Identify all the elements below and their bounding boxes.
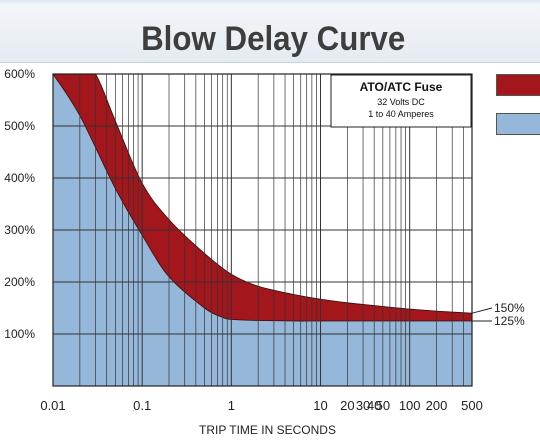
legend-swatch-lower xyxy=(496,113,540,135)
legend-line: 1 to 40 Amperes xyxy=(368,109,434,119)
x-tick-label: 50 xyxy=(376,398,390,413)
top-accent-strip xyxy=(0,0,540,6)
page-title: Blow Delay Curve xyxy=(141,20,406,58)
y-tick-label: 100% xyxy=(4,327,35,341)
legend-swatch-upper xyxy=(496,74,540,96)
reference-label-125: 125% xyxy=(494,314,525,328)
y-tick-label: 500% xyxy=(4,119,35,133)
x-tick-label: 200 xyxy=(426,398,448,413)
x-tick-label: 1 xyxy=(228,398,235,413)
y-tick-label: 400% xyxy=(4,171,35,185)
x-tick-label: 30 xyxy=(356,398,370,413)
x-axis-title: TRIP TIME IN SECONDS xyxy=(199,423,336,437)
legend-title: ATO/ATC Fuse xyxy=(360,80,443,94)
x-tick-label: 0.1 xyxy=(133,398,151,413)
plot-frame xyxy=(52,73,473,387)
title-bar: Blow Delay Curve xyxy=(0,6,540,63)
x-tick-label: 20 xyxy=(340,398,354,413)
x-tick-label: 500 xyxy=(461,398,483,413)
legend-box xyxy=(330,74,472,128)
x-tick-label: 40 xyxy=(367,398,381,413)
y-tick-label: 600% xyxy=(4,67,35,81)
reference-label-150: 150% xyxy=(494,301,525,315)
x-tick-label: 100 xyxy=(399,398,421,413)
y-tick-label: 200% xyxy=(4,275,35,289)
x-tick-label: 0.01 xyxy=(40,398,65,413)
legend-line: 32 Volts DC xyxy=(377,97,425,107)
x-tick-label: 10 xyxy=(313,398,327,413)
y-tick-label: 300% xyxy=(4,223,35,237)
reference-leader-150 xyxy=(471,307,493,314)
